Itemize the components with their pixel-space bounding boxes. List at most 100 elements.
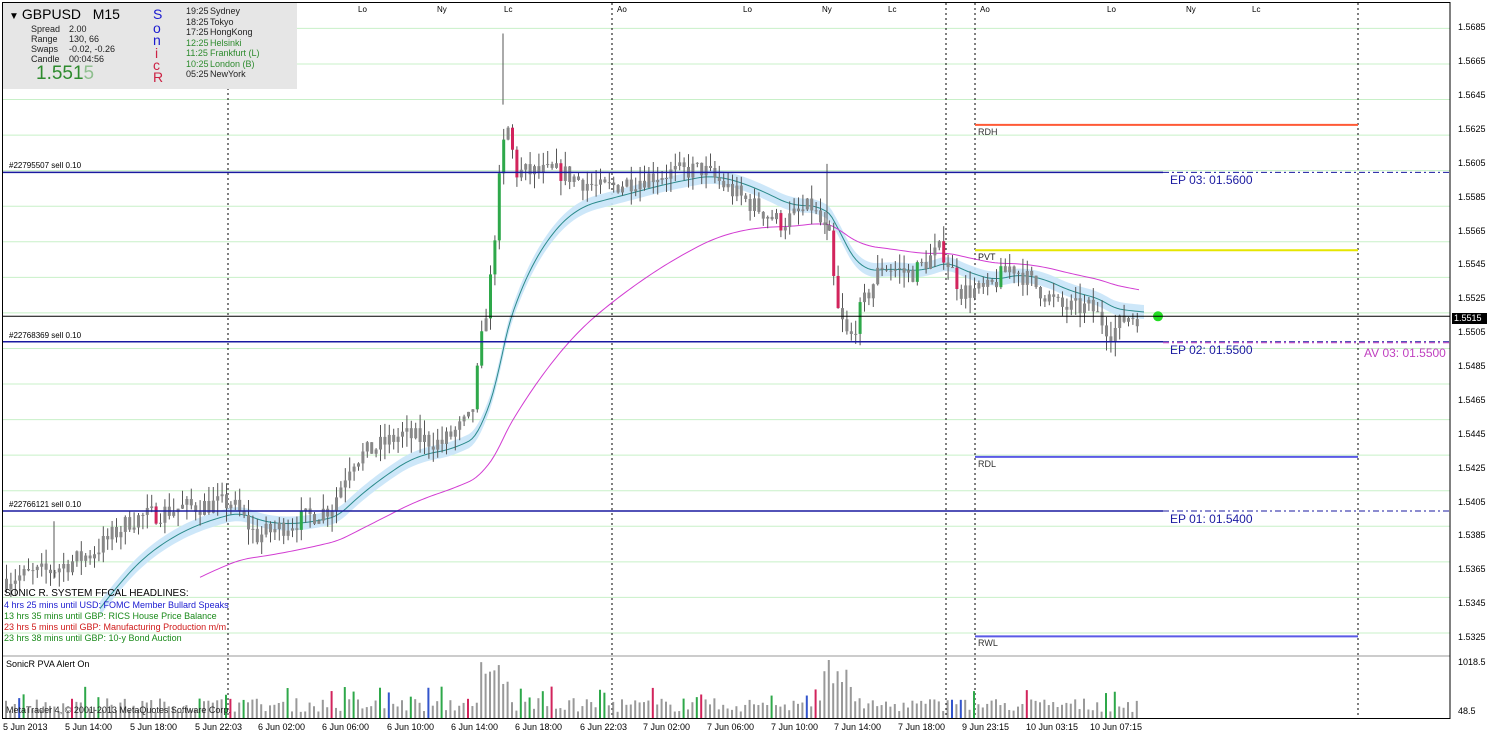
candle-body bbox=[867, 292, 871, 299]
volume-bar bbox=[511, 702, 513, 718]
candle-body bbox=[656, 179, 660, 183]
volume-bar bbox=[357, 699, 359, 718]
volume-bar bbox=[458, 705, 461, 718]
candle-body bbox=[929, 255, 932, 269]
candle-body bbox=[75, 551, 79, 562]
candle-body bbox=[788, 213, 792, 228]
copyright-text: MetaTrader 4, © 2001-2013 MetaQuotes Sof… bbox=[6, 705, 231, 715]
candle-body bbox=[159, 522, 162, 524]
time-tick-label: 6 Jun 14:00 bbox=[451, 722, 499, 732]
volume-bar bbox=[722, 704, 725, 718]
candle-body bbox=[854, 333, 858, 335]
candle-body bbox=[660, 178, 664, 180]
candle-body bbox=[141, 514, 145, 516]
candle-body bbox=[515, 149, 519, 178]
candle-body bbox=[273, 529, 277, 533]
candle-body bbox=[35, 566, 39, 571]
session-marker-label: Ao bbox=[980, 5, 990, 14]
candle-body bbox=[999, 266, 1003, 288]
volume-bar bbox=[66, 711, 69, 718]
candle-body bbox=[71, 561, 74, 573]
volume-bar bbox=[612, 701, 615, 718]
volume-bar bbox=[9, 711, 12, 718]
volume-bar bbox=[1025, 690, 1028, 718]
price-tick-label: 1.5645 bbox=[1458, 90, 1486, 101]
volume-bar bbox=[841, 682, 843, 718]
candle-body bbox=[770, 216, 774, 220]
candle-body bbox=[436, 439, 440, 450]
candle-body bbox=[9, 583, 13, 589]
volume-bar bbox=[414, 699, 417, 718]
volume-bar bbox=[942, 711, 945, 718]
volume-bar bbox=[396, 706, 399, 718]
chart-frame bbox=[2, 2, 1451, 719]
candle-body bbox=[365, 442, 369, 452]
volume-bar bbox=[744, 704, 747, 718]
candle-body bbox=[198, 511, 202, 515]
candle-body bbox=[779, 213, 783, 231]
volume-bar bbox=[335, 707, 337, 718]
dropdown-triangle-icon: ▼ bbox=[9, 11, 19, 22]
volume-bar bbox=[871, 700, 874, 718]
volume-bar bbox=[761, 702, 764, 718]
volume-bar bbox=[933, 699, 936, 718]
candle-body bbox=[726, 183, 730, 188]
candle-body bbox=[810, 198, 814, 211]
candle-body bbox=[757, 198, 761, 212]
candle-body bbox=[968, 285, 972, 298]
session-name: Helsinki bbox=[210, 37, 242, 48]
volume-bar bbox=[797, 703, 799, 718]
candle-body bbox=[748, 198, 752, 211]
candle-body bbox=[172, 512, 176, 516]
volume-bar bbox=[1096, 702, 1099, 718]
candle-body bbox=[374, 449, 378, 454]
pva-scale-min: 48.5 bbox=[1458, 706, 1476, 716]
volume-bar bbox=[255, 698, 258, 718]
volume-bar bbox=[550, 686, 553, 718]
candle-body bbox=[1017, 272, 1020, 274]
volume-bar bbox=[731, 709, 733, 718]
candle-body bbox=[986, 279, 990, 287]
candle-body bbox=[203, 500, 206, 515]
volume-bar bbox=[951, 699, 953, 718]
volume-bar bbox=[1091, 710, 1094, 718]
price-tick-label: 1.5685 bbox=[1458, 22, 1486, 33]
volume-bar bbox=[1052, 702, 1055, 718]
candle-body bbox=[1008, 266, 1012, 273]
volume-bar bbox=[915, 703, 918, 718]
session-time: 17:25 bbox=[186, 27, 209, 37]
volume-bar bbox=[977, 704, 980, 718]
price-tick-label: 1.5325 bbox=[1458, 632, 1486, 643]
volume-bar bbox=[49, 705, 51, 718]
candle-body bbox=[423, 434, 426, 442]
candle-body bbox=[211, 500, 215, 513]
candle-body bbox=[317, 520, 321, 524]
volume-bar bbox=[568, 700, 571, 718]
volume-bar bbox=[678, 711, 681, 718]
candle-body bbox=[695, 162, 699, 164]
candle-body bbox=[585, 183, 589, 191]
candle-body bbox=[673, 166, 677, 170]
candle-body bbox=[739, 185, 743, 196]
volume-bar bbox=[13, 703, 16, 718]
volume-bar bbox=[93, 706, 95, 718]
candle-body bbox=[555, 163, 558, 168]
volume-bar bbox=[885, 701, 887, 718]
av-label: AV 03: 01.5500 bbox=[1364, 346, 1446, 360]
candle-body bbox=[295, 528, 299, 530]
candle-body bbox=[18, 575, 22, 581]
volume-bar bbox=[405, 710, 408, 718]
candle-body bbox=[321, 508, 325, 521]
session-marker-label: Lc bbox=[888, 5, 897, 14]
volume-bar bbox=[436, 701, 439, 718]
level-label: RDH bbox=[978, 126, 998, 137]
volume-bar bbox=[321, 699, 324, 718]
candle-body bbox=[621, 186, 624, 193]
price-tick-label: 1.5585 bbox=[1458, 191, 1486, 202]
candle-body bbox=[467, 411, 470, 417]
volume-bar bbox=[1034, 700, 1037, 718]
candle-body bbox=[669, 169, 673, 179]
candle-body bbox=[511, 127, 514, 150]
